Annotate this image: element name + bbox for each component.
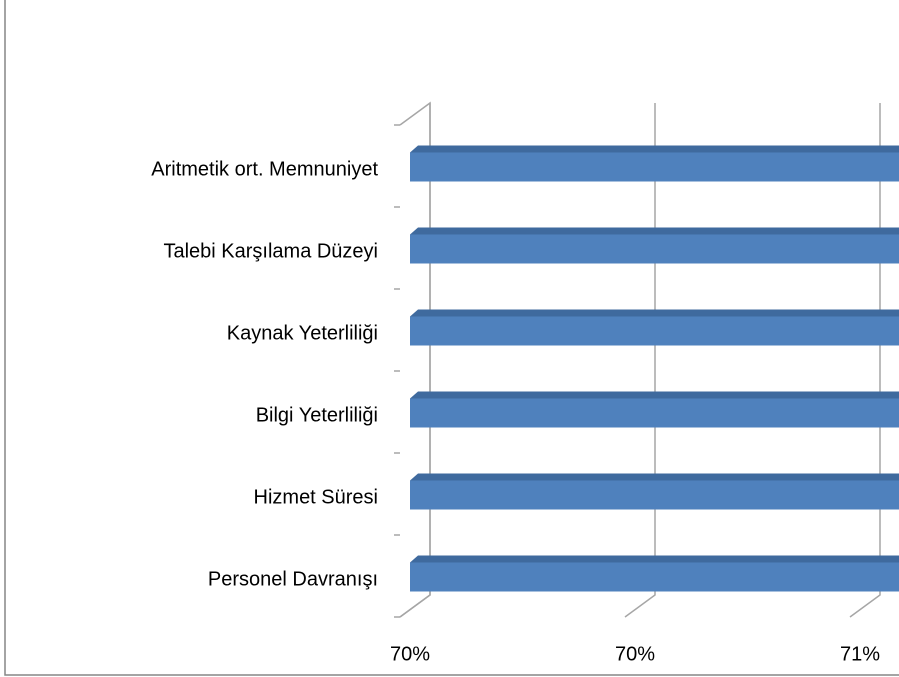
- y-tick-label: Personel Davranışı: [208, 568, 378, 590]
- y-tick-label: Talebi Karşılama Düzeyi: [163, 240, 378, 262]
- x-tick-label: 70%: [615, 643, 655, 665]
- grid-line: [624, 103, 656, 618]
- y-tick-label: Hizmet Süresi: [254, 486, 378, 508]
- bar: [410, 152, 899, 182]
- bar: [410, 398, 899, 428]
- x-tick-label: 70%: [390, 643, 430, 665]
- bar: [410, 234, 899, 264]
- bar: [410, 316, 899, 346]
- bar: [410, 562, 899, 592]
- y-tick-label: Aritmetik ort. Memnuniyet: [151, 158, 378, 180]
- y-tick-label: Kaynak Yeterliliği: [227, 322, 378, 344]
- bar: [410, 480, 899, 510]
- bar-top: [410, 145, 899, 153]
- bar-top: [410, 555, 899, 563]
- bar-top: [410, 227, 899, 235]
- x-tick-label: 71%: [840, 643, 880, 665]
- plot-area: 70% 70% 71% Aritmetik ort. Memnuniyet Talebi…: [151, 101, 899, 665]
- bar-top: [410, 391, 899, 399]
- y-tick-label: Bilgi Yeterliliği: [256, 404, 378, 426]
- bar-top: [410, 473, 899, 481]
- grid-line: [399, 103, 431, 618]
- grid-line: [849, 103, 881, 618]
- bar-top: [410, 309, 899, 317]
